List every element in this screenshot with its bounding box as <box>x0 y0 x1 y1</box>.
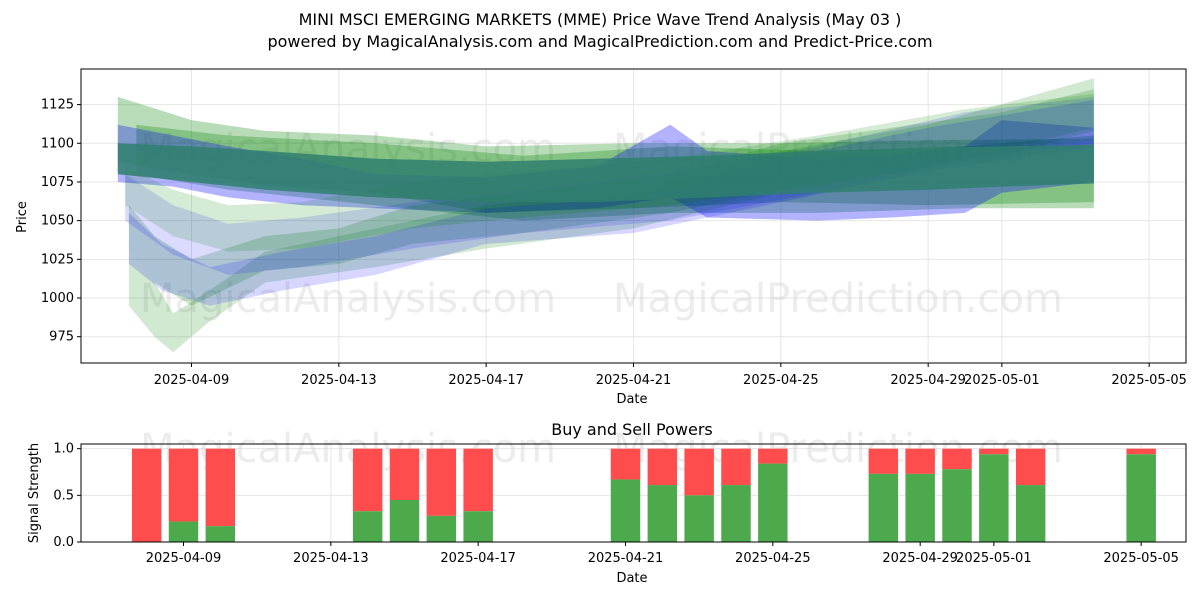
price-x-axis-label: Date <box>616 392 647 407</box>
sell-power-bar <box>463 448 493 512</box>
signal-y-tick-label: 0.5 <box>53 488 74 503</box>
sell-power-bar <box>426 448 457 516</box>
price-x-tick-label: 2025-04-29 <box>890 373 966 388</box>
sell-power-bar <box>979 448 1009 455</box>
buy-power-bar <box>205 526 236 542</box>
price-x-tick-label: 2025-04-25 <box>743 373 819 388</box>
price-y-tick-label: 1050 <box>41 214 74 229</box>
price-y-tick-label: 1000 <box>41 291 74 306</box>
chart-subtitle: powered by MagicalAnalysis.com and Magic… <box>267 32 932 51</box>
buy-power-bar <box>942 469 972 542</box>
signal-x-tick-label: 2025-04-13 <box>293 551 369 566</box>
buy-power-bar <box>684 495 714 542</box>
signal-title: Buy and Sell Powers <box>551 420 713 439</box>
sell-power-bar <box>1126 448 1156 455</box>
buy-power-bar <box>389 500 420 542</box>
buy-power-bar <box>647 485 678 542</box>
sell-power-bar <box>352 448 383 512</box>
signal-y-tick-label: 0.0 <box>53 535 74 550</box>
signal-x-tick-label: 2025-04-21 <box>588 551 664 566</box>
signal-plot-frame <box>80 443 1187 543</box>
signal-x-axis-label: Date <box>616 571 647 586</box>
buy-power-bar <box>463 511 493 542</box>
price-plot-frame <box>80 68 1187 364</box>
price-x-tick-label: 2025-04-09 <box>154 373 230 388</box>
main-trend-band <box>117 143 1094 203</box>
signal-x-tick-label: 2025-05-05 <box>1103 551 1179 566</box>
signal-x-tick-label: 2025-04-17 <box>440 551 516 566</box>
sell-power-bar <box>647 448 678 486</box>
price-wave-bands <box>117 78 1094 353</box>
price-x-tick-label: 2025-05-01 <box>964 373 1040 388</box>
buy-power-bar <box>905 473 935 542</box>
price-panel: MagicalAnalysis.com MagicalPrediction.co… <box>15 68 1187 407</box>
price-x-tick-label: 2025-04-17 <box>448 373 524 388</box>
sell-power-bar <box>389 448 420 500</box>
price-x-tick-label: 2025-04-21 <box>596 373 672 388</box>
sell-power-bar <box>905 448 935 474</box>
sell-power-bar <box>868 448 899 474</box>
price-y-axis-label: Price <box>15 201 30 233</box>
wave-band-5 <box>128 78 1094 353</box>
watermark-analysis-mid: MagicalAnalysis.com <box>140 276 556 322</box>
buy-power-bar <box>168 521 199 542</box>
chart-title: MINI MSCI EMERGING MARKETS (MME) Price W… <box>299 10 902 29</box>
signal-bars <box>131 448 1156 542</box>
signal-axis-ticks: 0.0 0.5 1.0 2025-04-09 2025-04-13 2025-04-17 2… <box>53 442 1179 566</box>
sell-power-bar <box>1015 448 1046 486</box>
watermark-prediction-mid: MagicalPrediction.com <box>613 276 1063 322</box>
buy-power-bar <box>610 479 641 542</box>
price-y-tick-label: 1100 <box>41 136 74 151</box>
signal-y-tick-label: 1.0 <box>53 442 74 457</box>
price-y-tick-label: 975 <box>49 330 74 345</box>
signal-x-tick-label: 2025-04-25 <box>735 551 811 566</box>
buy-power-bar <box>758 463 788 542</box>
sell-power-bar <box>721 448 751 486</box>
signal-x-tick-label: 2025-04-29 <box>882 551 958 566</box>
signal-y-axis-label: Signal Strength <box>27 443 42 543</box>
buy-power-bar <box>426 515 457 542</box>
price-y-tick-label: 1125 <box>41 98 74 113</box>
buy-power-bar <box>1015 485 1046 542</box>
price-y-tick-label: 1075 <box>41 175 74 190</box>
price-x-tick-label: 2025-04-13 <box>301 373 377 388</box>
price-x-tick-label: 2025-05-05 <box>1111 373 1187 388</box>
price-watermarks: MagicalAnalysis.com MagicalPrediction.co… <box>140 126 1063 322</box>
signal-x-tick-label: 2025-04-09 <box>146 551 222 566</box>
buy-power-bar <box>868 473 899 542</box>
watermark-analysis-bottom: MagicalAnalysis.com <box>140 426 556 472</box>
sell-power-bar <box>758 448 788 464</box>
sell-power-bar <box>942 448 972 470</box>
sell-power-bar <box>610 448 641 480</box>
buy-power-bar <box>1126 454 1156 542</box>
sell-power-bar <box>131 448 162 542</box>
price-axis-ticks: 975 1000 1025 1050 1075 1100 1125 2025-04-09 202… <box>41 98 1187 388</box>
price-y-tick-label: 1025 <box>41 252 74 267</box>
buy-power-bar <box>721 485 751 542</box>
sell-power-bar <box>684 448 714 496</box>
sell-power-bar <box>205 448 236 527</box>
buy-power-bar <box>352 511 383 542</box>
buy-power-bar <box>979 454 1009 542</box>
signal-panel: Buy and Sell Powers MagicalAnalysis.com … <box>27 420 1187 586</box>
signal-x-tick-label: 2025-05-01 <box>956 551 1032 566</box>
sell-power-bar <box>168 448 199 522</box>
